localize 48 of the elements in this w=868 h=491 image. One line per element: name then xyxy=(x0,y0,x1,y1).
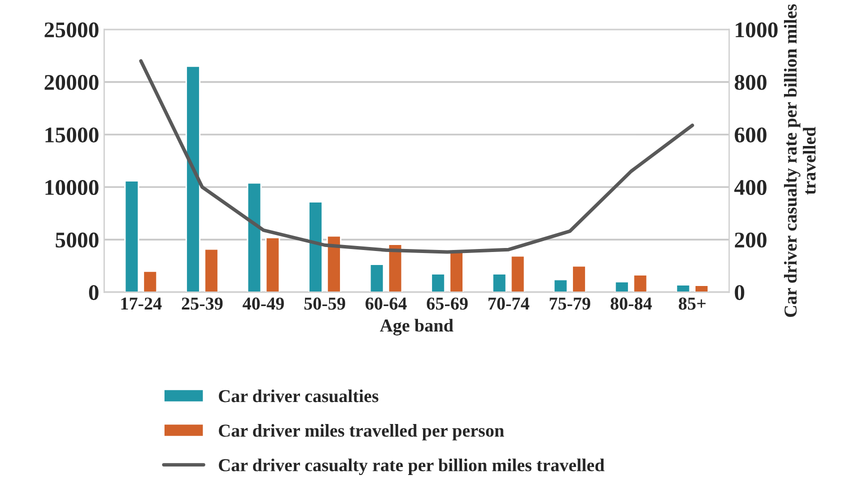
bar xyxy=(492,273,507,292)
y-tick-label: 20000 xyxy=(44,74,98,90)
x-tick-label: 65-69 xyxy=(426,298,468,310)
x-tick-label: 17-24 xyxy=(121,298,162,310)
bar xyxy=(369,264,384,292)
bar xyxy=(186,66,200,292)
bar xyxy=(572,265,586,292)
x-tick-label: 85+ xyxy=(678,298,706,310)
y2-tick-label: 0 xyxy=(734,285,744,300)
bar xyxy=(614,280,630,292)
bar xyxy=(246,182,262,292)
bar xyxy=(676,284,691,292)
y2-tick-label: 200 xyxy=(734,232,766,248)
bar xyxy=(265,236,280,292)
bar xyxy=(510,255,526,292)
bar xyxy=(388,244,403,292)
y-tick-label: 10000 xyxy=(46,180,98,195)
y2-tick-label: 800 xyxy=(734,74,766,90)
bar xyxy=(326,235,342,292)
bar xyxy=(694,284,709,292)
x-tick-label: 80-84 xyxy=(610,298,652,310)
y-tick-label: 15000 xyxy=(46,127,98,142)
legend-label: Car driver casualty rate per billion miles travelled xyxy=(218,458,604,476)
x-tick-label: 75-79 xyxy=(550,298,590,310)
y-tick-label: 25000 xyxy=(44,22,98,38)
bar xyxy=(142,270,158,292)
y2-tick-label: 1000 xyxy=(736,22,778,38)
x-tick-label: 40-49 xyxy=(242,298,284,310)
y2-axis-title: Car driver casualty rate per billion miles travelled xyxy=(784,4,816,317)
bar xyxy=(308,201,323,292)
legend-label: Car driver miles travelled per person xyxy=(218,424,504,440)
line-series xyxy=(139,59,694,254)
x-tick-label: 50-59 xyxy=(304,298,346,310)
bar xyxy=(632,274,648,292)
y2-tick-label: 400 xyxy=(734,180,766,195)
y-tick-label: 0 xyxy=(89,285,98,300)
bar xyxy=(204,248,219,292)
bar xyxy=(430,273,446,292)
x-tick-label: 60-64 xyxy=(366,298,407,310)
x-tick-label: 25-39 xyxy=(182,298,223,310)
x-axis-title: Age band xyxy=(380,318,454,336)
y2-tick-label: 600 xyxy=(734,127,766,142)
x-tick-label: 70-74 xyxy=(488,298,530,310)
legend-label: Car driver casualties xyxy=(218,390,378,402)
bar xyxy=(449,252,464,292)
bar xyxy=(553,278,568,292)
y-tick-label: 5000 xyxy=(56,232,98,248)
bar xyxy=(124,180,140,292)
